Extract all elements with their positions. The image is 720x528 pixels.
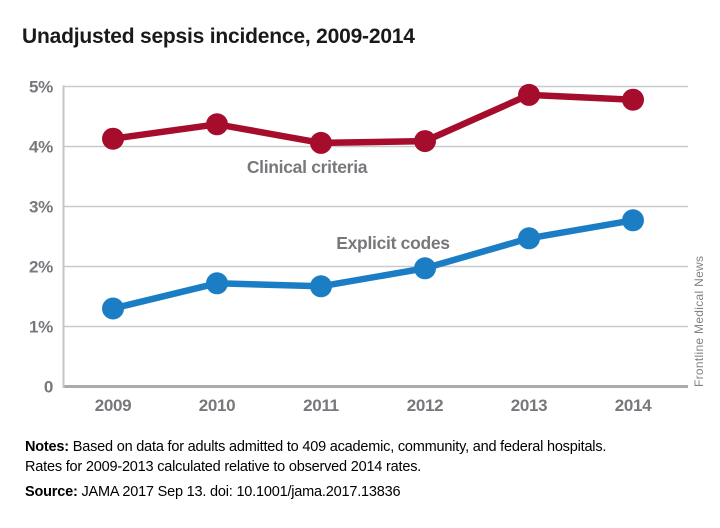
x-tick-label: 2012: [407, 396, 444, 415]
data-point-marker: [102, 297, 124, 320]
series-label: Explicit codes: [336, 233, 450, 253]
x-tick-label: 2009: [95, 396, 132, 415]
notes-text: Notes: Based on data for adults admitted…: [25, 437, 715, 477]
source-label: Source:: [25, 484, 78, 500]
y-tick-label: 4%: [29, 138, 53, 157]
x-tick-label: 2011: [303, 396, 339, 415]
data-point-marker: [310, 131, 332, 154]
y-tick-label: 1%: [29, 318, 53, 337]
x-tick-label: 2010: [199, 396, 236, 415]
data-point-marker: [102, 127, 124, 150]
data-point-marker: [414, 130, 436, 153]
chart-title: Unadjusted sepsis incidence, 2009-2014: [22, 25, 415, 48]
data-point-marker: [310, 275, 332, 298]
notes-line2: Rates for 2009-2013 calculated relative …: [25, 459, 422, 475]
credit-vertical-text: Frontline Medical News: [692, 255, 706, 387]
series-line: [109, 91, 637, 147]
data-point-marker: [206, 113, 228, 136]
data-point-marker: [414, 257, 436, 280]
series-line: [109, 217, 637, 312]
data-point-marker: [622, 88, 644, 111]
x-tick-label: 2013: [511, 396, 548, 415]
y-tick-label: 0: [44, 378, 53, 397]
y-tick-label: 5%: [29, 78, 53, 97]
notes-label: Notes:: [25, 439, 69, 455]
source-text: Source: JAMA 2017 Sep 13. doi: 10.1001/j…: [25, 482, 401, 502]
data-point-marker: [622, 209, 644, 232]
data-point-marker: [518, 83, 540, 106]
series-label: Clinical criteria: [247, 157, 368, 177]
data-point-marker: [518, 227, 540, 250]
y-tick-label: 2%: [29, 258, 53, 277]
plot-area: 0 1% 2% 3% 4% 5% 2009 2010 2011 2012 2013 2014 Clini…: [29, 78, 688, 415]
x-tick-label: 2014: [615, 396, 652, 415]
notes-line1: Based on data for adults admitted to 409…: [72, 439, 607, 455]
y-tick-label: 3%: [29, 198, 53, 217]
data-point-marker: [206, 272, 228, 295]
source-citation: JAMA 2017 Sep 13. doi: 10.1001/jama.2017…: [81, 484, 401, 500]
